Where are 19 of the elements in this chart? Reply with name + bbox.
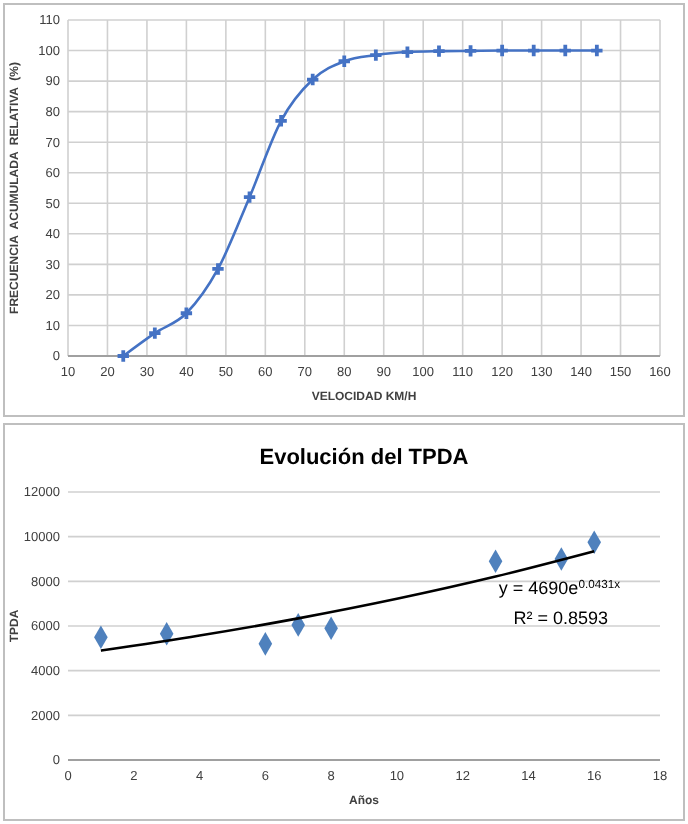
point [307, 73, 319, 86]
point [433, 45, 445, 57]
point [117, 350, 129, 362]
point [243, 191, 256, 203]
point [401, 46, 414, 58]
point [591, 44, 603, 57]
annotation: y = 4690e$^{0.0431x}$ [498, 577, 621, 598]
point [338, 55, 350, 67]
annotation: R² = 0.8593 [513, 607, 608, 628]
point [559, 44, 571, 57]
chart-title: Evolución del TPDA [259, 446, 469, 470]
point [496, 44, 508, 57]
point [528, 44, 540, 57]
point [180, 307, 193, 319]
point [464, 45, 477, 57]
point [149, 327, 161, 339]
point [275, 115, 287, 127]
point [212, 263, 224, 275]
point [370, 49, 382, 61]
